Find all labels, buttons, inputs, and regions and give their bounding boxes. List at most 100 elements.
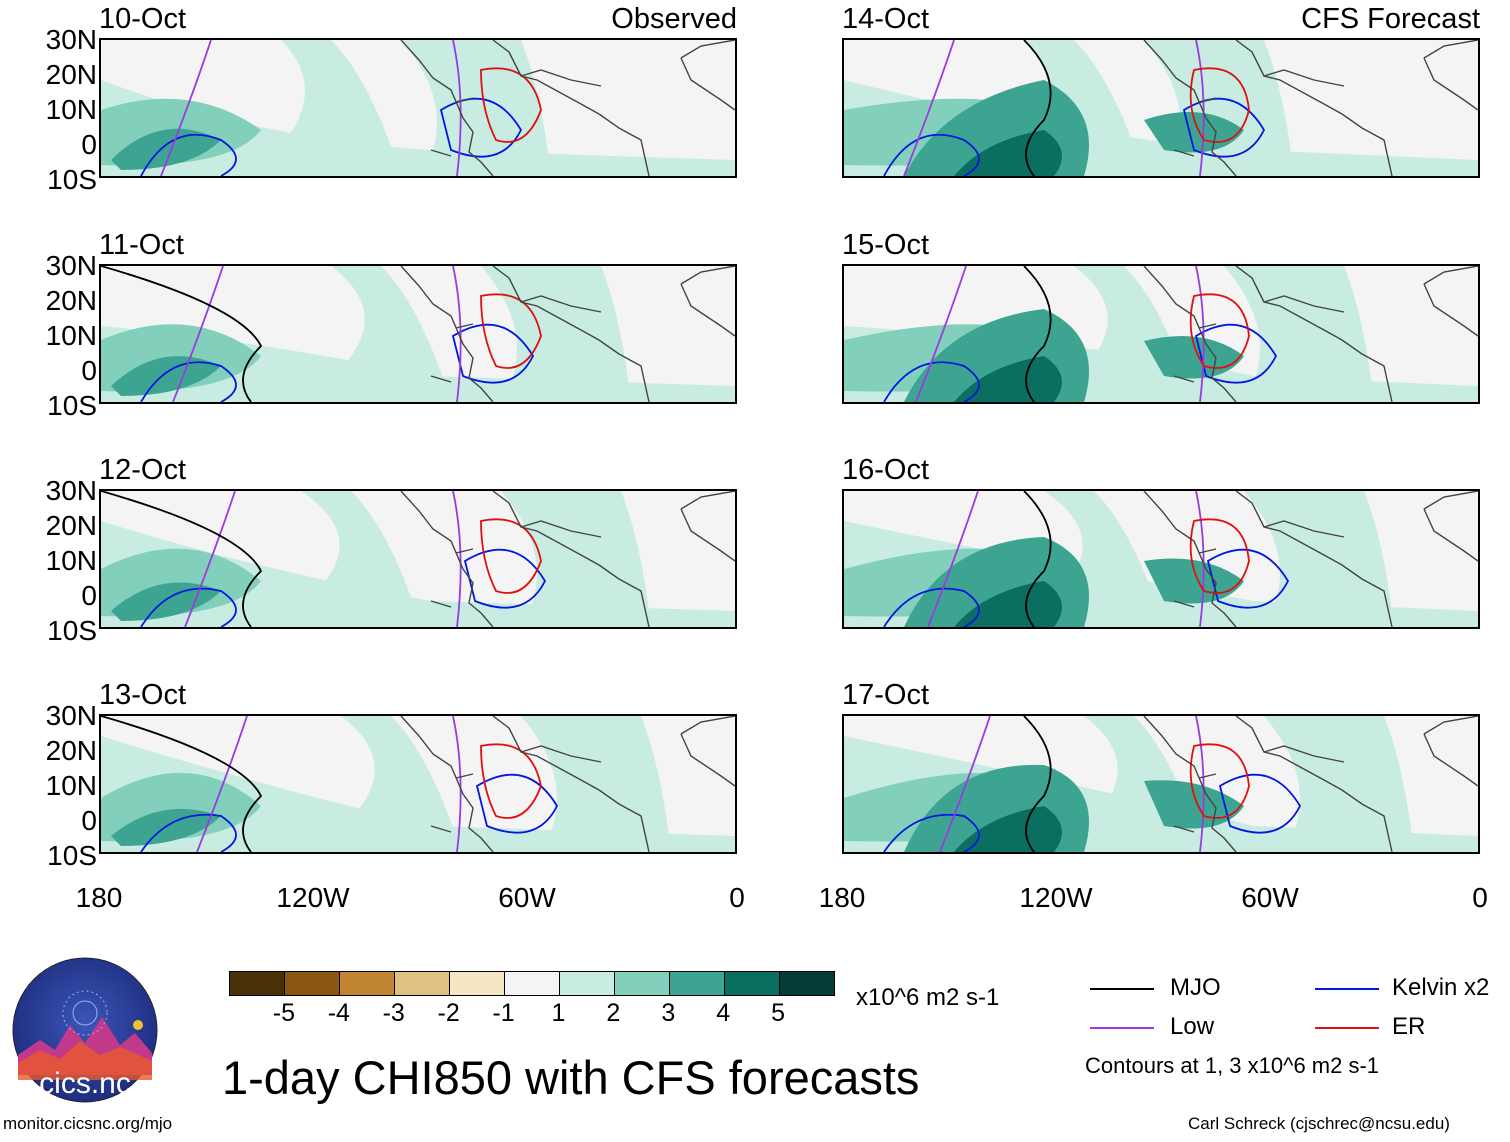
shading-region: [101, 736, 735, 852]
legend-low-line: [1090, 1027, 1154, 1029]
er-contour: [480, 743, 542, 819]
coastline: [400, 716, 735, 852]
shading-region: [1014, 491, 1164, 627]
lat-label: 20N: [45, 735, 97, 766]
coastline: [400, 40, 735, 176]
colorbar-tick: 5: [771, 999, 786, 1027]
shading-region: [501, 491, 651, 627]
mjo-contour: [101, 716, 263, 852]
lat-label: 0: [81, 129, 97, 160]
low-contour: [184, 491, 236, 627]
shading-region: [1144, 780, 1244, 829]
legend-low-label: Low: [1170, 1013, 1215, 1040]
kelvin-contour: [140, 587, 237, 627]
kelvin-contour: [1206, 548, 1290, 609]
colorbar-tick: -2: [437, 999, 460, 1027]
colorbar-bin: [505, 972, 560, 995]
low-contour: [452, 40, 462, 176]
low-contour: [939, 716, 991, 852]
map-panel: [842, 264, 1480, 404]
kelvin-contour: [883, 587, 980, 627]
map-panel: [99, 264, 737, 404]
coastline: [400, 266, 735, 402]
colorbar-bin: [725, 972, 780, 995]
kelvin-contour: [463, 548, 547, 609]
er-contour: [1189, 518, 1250, 594]
low-contour: [1195, 491, 1205, 627]
er-contour: [480, 293, 542, 369]
low-contour: [172, 266, 224, 402]
lon-label: 0: [1472, 882, 1488, 913]
colorbar-tick: -1: [492, 999, 515, 1027]
colorbar: [229, 971, 835, 996]
lon-label: 120W: [276, 882, 350, 913]
panel-date: 14-Oct: [842, 3, 930, 35]
lat-label: 10S: [47, 164, 97, 195]
kelvin-contour: [140, 133, 237, 176]
map-panel: [99, 489, 737, 629]
kelvin-contour: [140, 361, 237, 402]
kelvin-contour: [475, 773, 559, 834]
lat-label: 30N: [45, 24, 97, 55]
colorbar-tick: 3: [661, 999, 676, 1027]
low-contour: [1195, 40, 1205, 176]
mjo-contour: [1023, 266, 1052, 402]
kelvin-contour: [140, 813, 237, 852]
panel-date: 16-Oct: [842, 454, 930, 486]
lat-label: 30N: [45, 475, 97, 506]
mjo-contour: [1023, 716, 1052, 852]
shading-region: [954, 581, 1062, 627]
shading-region: [954, 806, 1062, 852]
mjo-contour: [101, 491, 263, 627]
footer-url: monitor.cicsnc.org/mjo: [3, 1114, 173, 1133]
er-contour: [1189, 67, 1250, 143]
map-panel: [842, 714, 1480, 854]
shading-region: [271, 491, 421, 627]
panel-date: 10-Oct: [99, 3, 187, 35]
colorbar-tick: 1: [551, 999, 566, 1027]
colorbar-tick: 2: [606, 999, 621, 1027]
shading-region: [301, 266, 451, 402]
shading-region: [251, 40, 401, 176]
map-panel: [842, 38, 1480, 178]
lon-label: 0: [729, 882, 745, 913]
low-contour: [927, 491, 979, 627]
panel-date: 17-Oct: [842, 679, 930, 711]
shading-region: [111, 356, 221, 396]
colorbar-bin: [340, 972, 395, 995]
colorbar-bin: [615, 972, 670, 995]
shading-region: [954, 130, 1062, 176]
colorbar-bin: [560, 972, 615, 995]
panel-corner-label: CFS Forecast: [1301, 3, 1480, 35]
panel-date: 11-Oct: [99, 229, 184, 261]
panel-date: 13-Oct: [99, 679, 187, 711]
kelvin-contour: [451, 323, 535, 384]
low-contour: [1195, 716, 1205, 852]
lon-label: 180: [818, 882, 866, 913]
er-contour: [480, 518, 542, 594]
coastline: [1143, 491, 1478, 627]
logo-text: cics.nc: [39, 1067, 131, 1100]
colorbar-bin: [450, 972, 505, 995]
lat-label: 10S: [47, 615, 97, 646]
legend-mjo-label: MJO: [1170, 974, 1221, 1001]
shading-region: [1224, 266, 1374, 402]
mjo-contour: [1023, 40, 1052, 176]
legend-note: Contours at 1, 3 x10^6 m2 s-1: [1085, 1053, 1380, 1078]
kelvin-contour: [1218, 773, 1302, 834]
lon-label: 60W: [498, 882, 556, 913]
map-panel: [99, 38, 737, 178]
figure-title: 1-day CHI850 with CFS forecasts: [222, 1051, 920, 1104]
lon-label: 180: [75, 882, 123, 913]
footer-credit: Carl Schreck (cjschrec@ncsu.edu): [1188, 1114, 1450, 1133]
lat-label: 10N: [45, 320, 97, 351]
coastline: [1143, 716, 1478, 852]
lat-label: 20N: [45, 59, 97, 90]
lat-label: 0: [81, 580, 97, 611]
map-canvas: [101, 40, 735, 176]
lat-label: 30N: [45, 250, 97, 281]
lat-label: 0: [81, 805, 97, 836]
shading-region: [311, 716, 461, 852]
map-panel: [842, 489, 1480, 629]
colorbar-bin: [285, 972, 340, 995]
